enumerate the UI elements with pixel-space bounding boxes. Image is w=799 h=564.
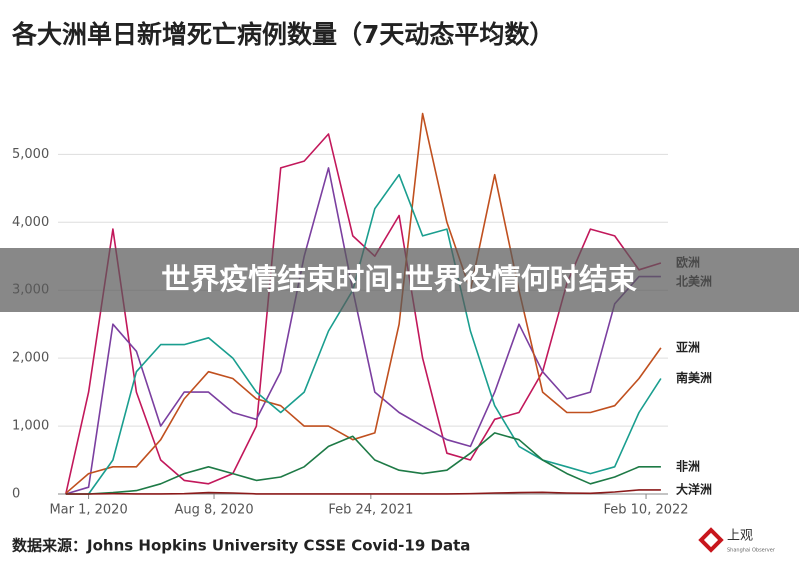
- legend-label: 南美洲: [676, 370, 712, 385]
- logo-subtitle: Shanghai Observer: [727, 548, 776, 554]
- logo-name: 上观: [727, 529, 753, 544]
- series-line: [65, 432, 661, 495]
- source: 数据来源：Johns Hopkins University CSSE Covid…: [12, 537, 470, 555]
- x-tick-label: Feb 24, 2021: [328, 503, 413, 518]
- series-line: [65, 489, 661, 495]
- x-tick-label: Feb 10, 2022: [604, 503, 689, 518]
- banner-bg: [0, 248, 799, 312]
- series-line: [65, 167, 661, 495]
- x-tick-label: Aug 8, 2020: [174, 503, 253, 518]
- banner: 世界疫情结束时间:世界役情何时结束: [161, 262, 637, 296]
- x-tick-label: Mar 1, 2020: [49, 503, 127, 518]
- y-tick-label: 0: [12, 487, 20, 502]
- logo-icon-inner: [703, 532, 719, 548]
- legend-label: 大洋洲: [676, 481, 712, 496]
- chart-title: 各大洲单日新增死亡病例数量（7天动态平均数）: [11, 20, 554, 49]
- y-tick-label: 1,000: [12, 419, 49, 434]
- y-tick-label: 4,000: [12, 215, 49, 230]
- legend-label: 亚洲: [676, 340, 700, 354]
- y-tick-label: 5,000: [12, 147, 49, 162]
- legend-label: 非洲: [676, 458, 700, 473]
- logo: 上观 Shanghai Observer: [698, 527, 776, 554]
- y-tick-label: 2,000: [12, 351, 49, 366]
- series-line: [65, 112, 662, 494]
